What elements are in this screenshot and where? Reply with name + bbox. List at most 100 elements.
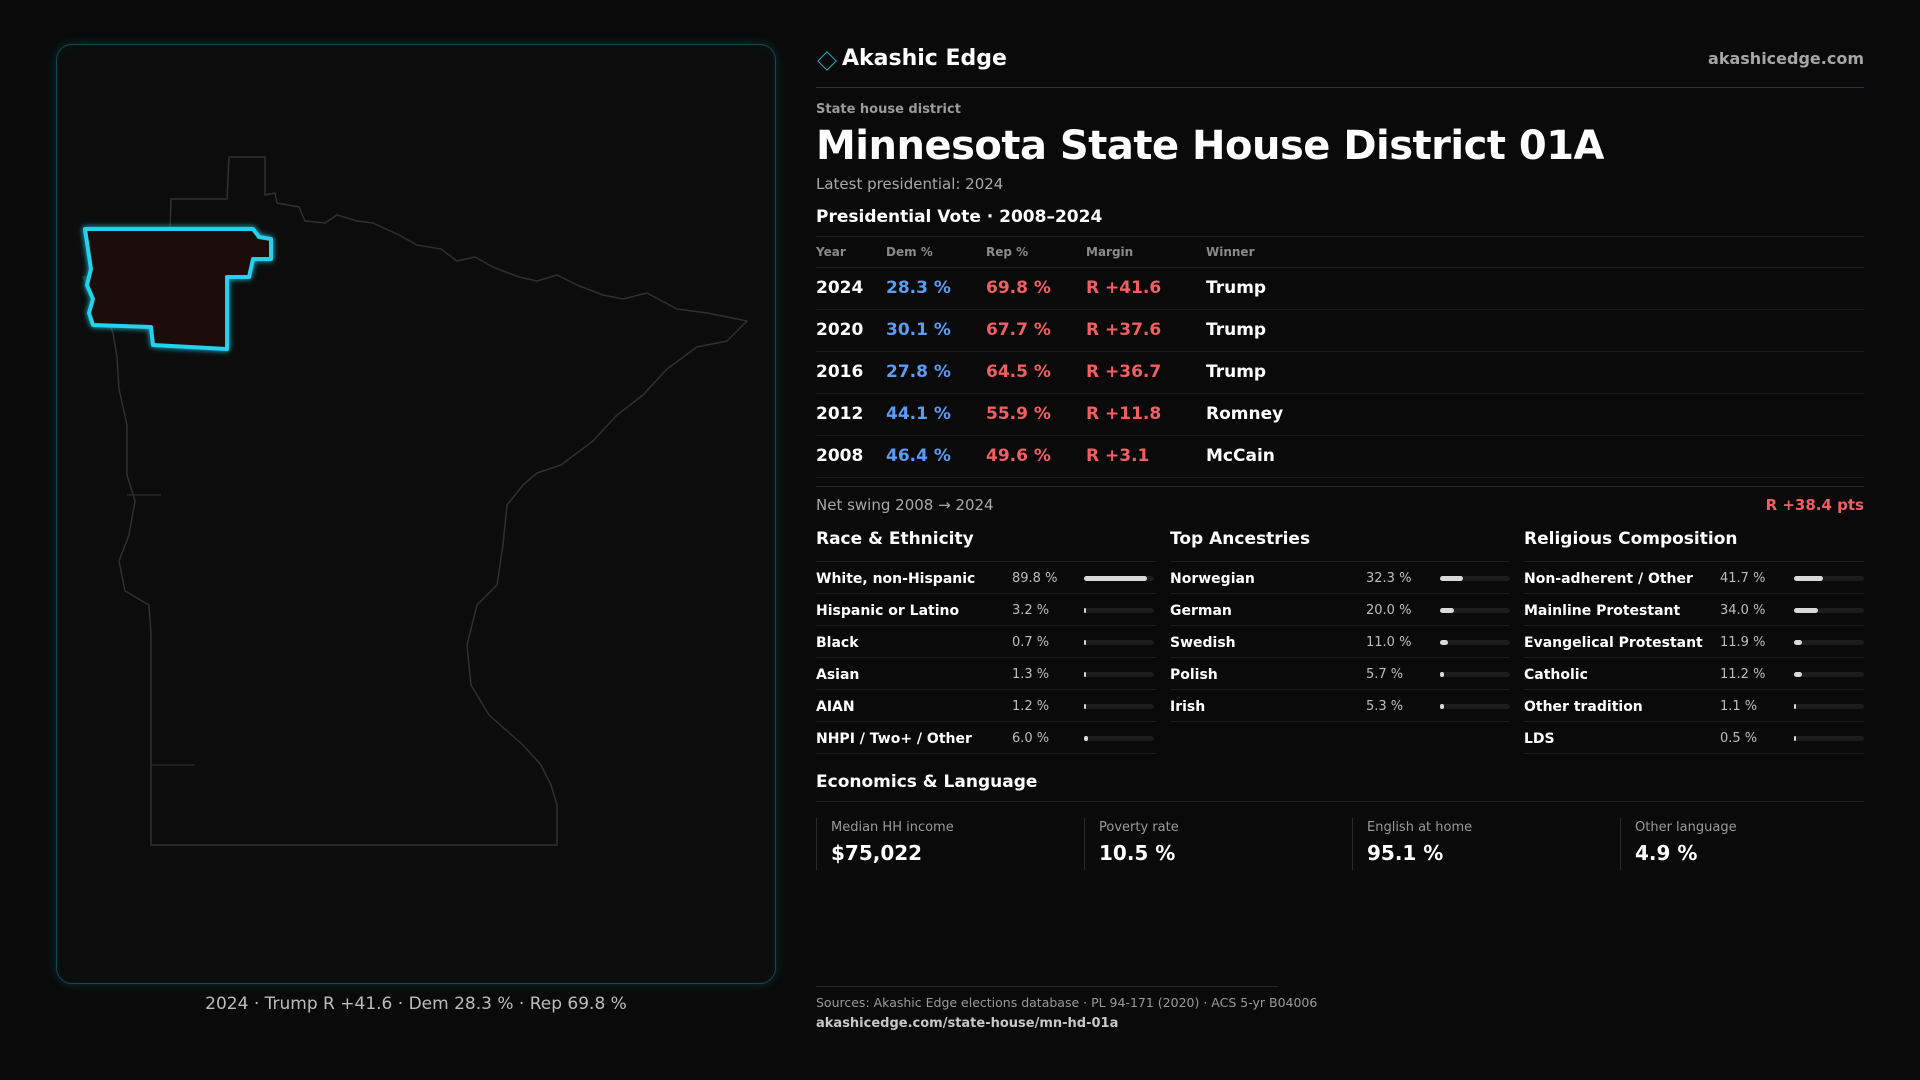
bar-fill [1084,575,1147,581]
list-item: Hispanic or Latino 3.2 % [816,594,1156,626]
bar-fill [1084,703,1086,709]
col-rep: Rep % [986,237,1086,268]
cell-rep: 69.8 % [986,267,1086,310]
sources: Sources: Akashic Edge elections database… [816,986,1318,1031]
bar-track [1084,575,1154,581]
item-label: Black [816,634,859,651]
bar-fill [1794,607,1818,613]
list-item: Irish 5.3 % [1170,690,1510,722]
table-row: 2020 30.1 % 67.7 % R +37.6 Trump [816,309,1864,352]
bar-track [1084,735,1154,741]
sources-line: Sources: Akashic Edge elections database… [816,995,1318,1010]
state-outline [82,156,748,846]
map-panel[interactable] [56,44,776,984]
list-item: Evangelical Protestant 11.9 % [1524,626,1864,658]
list-item: Black 0.7 % [816,626,1156,658]
item-value: 11.9 % [1720,634,1766,650]
econ-card: Poverty rate 10.5 % [1084,817,1336,870]
col-dem: Dem % [886,237,986,268]
net-swing-label: Net swing 2008 → 2024 [816,495,994,514]
cell-winner: Trump [1206,351,1864,394]
cell-winner: Romney [1206,393,1864,436]
cell-rep: 49.6 % [986,435,1086,478]
latest-presidential: Latest presidential: 2024 [816,175,1004,193]
cell-margin: R +41.6 [1086,267,1206,310]
district-map[interactable] [57,45,777,985]
item-label: Mainline Protestant [1524,602,1681,619]
bar-fill [1794,575,1823,581]
cell-margin: R +36.7 [1086,351,1206,394]
bar-track [1794,735,1864,741]
map-caption: 2024 · Trump R +41.6 · Dem 28.3 % · Rep … [205,994,627,1014]
bar-fill [1794,735,1796,741]
econ-card: Other language 4.9 % [1620,817,1872,870]
race-heading: Race & Ethnicity [816,522,1156,562]
table-header: Year Dem % Rep % Margin Winner [816,237,1864,268]
econ-value: 10.5 % [1099,840,1176,865]
cell-dem: 28.3 % [886,267,986,310]
bar-track [1084,703,1154,709]
race-ethnicity-section: Race & Ethnicity White, non-Hispanic 89.8… [816,522,1156,754]
col-margin: Margin [1086,237,1206,268]
cell-winner: McCain [1206,435,1864,478]
item-value: 34.0 % [1720,602,1766,618]
cell-winner: Trump [1206,309,1864,352]
bar-track [1440,639,1510,645]
item-value: 11.0 % [1366,634,1412,650]
list-item: Non-adherent / Other 41.7 % [1524,562,1864,594]
brand-url[interactable]: akashicedge.com [1708,49,1864,68]
bar-fill [1440,703,1444,709]
list-item: Norwegian 32.3 % [1170,562,1510,594]
item-label: Other tradition [1524,698,1643,715]
item-label: Hispanic or Latino [816,602,960,619]
presidential-vote-table: Year Dem % Rep % Margin Winner 2024 28.3… [816,237,1864,478]
district-highlight[interactable] [83,227,273,351]
bar-fill [1440,639,1448,645]
item-label: Asian [816,666,860,683]
list-item: NHPI / Two+ / Other 6.0 % [816,722,1156,754]
bar-fill [1440,575,1463,581]
list-item: Catholic 11.2 % [1524,658,1864,690]
district-type: State house district [816,102,961,117]
bar-track [1440,703,1510,709]
item-value: 1.2 % [1012,698,1050,714]
item-value: 3.2 % [1012,602,1050,618]
economics-heading: Economics & Language [816,768,1864,802]
bar-fill [1794,703,1796,709]
item-value: 0.5 % [1720,730,1758,746]
item-value: 11.2 % [1720,666,1766,682]
col-year: Year [816,237,886,268]
cell-year: 2020 [816,309,886,352]
list-item: Asian 1.3 % [816,658,1156,690]
cell-dem: 46.4 % [886,435,986,478]
item-label: Catholic [1524,666,1588,683]
item-value: 5.3 % [1366,698,1404,714]
presidential-vote-heading: Presidential Vote · 2008–2024 [816,207,1864,237]
item-label: Polish [1170,666,1218,683]
page-title: Minnesota State House District 01A [816,123,1604,169]
item-value: 1.3 % [1012,666,1050,682]
table-row: 2024 28.3 % 69.8 % R +41.6 Trump [816,267,1864,310]
cell-year: 2012 [816,393,886,436]
demographics: Race & Ethnicity White, non-Hispanic 89.8… [816,522,1864,760]
econ-value: 4.9 % [1635,840,1698,865]
econ-label: Other language [1635,819,1737,835]
list-item: AIAN 1.2 % [816,690,1156,722]
bar-fill [1440,607,1454,613]
sources-url[interactable]: akashicedge.com/state-house/mn-hd-01a [816,1016,1119,1031]
item-label: Irish [1170,698,1206,715]
bar-track [1794,607,1864,613]
item-label: Evangelical Protestant [1524,634,1703,651]
econ-value: $75,022 [831,840,923,865]
item-value: 6.0 % [1012,730,1050,746]
cell-dem: 30.1 % [886,309,986,352]
item-value: 5.7 % [1366,666,1404,682]
econ-label: Median HH income [831,819,954,835]
list-item: Polish 5.7 % [1170,658,1510,690]
item-value: 41.7 % [1720,570,1766,586]
bar-fill [1084,671,1086,677]
brand-name[interactable]: Akashic Edge [842,46,1007,71]
cell-rep: 67.7 % [986,309,1086,352]
bar-track [1794,671,1864,677]
bar-fill [1084,639,1086,645]
